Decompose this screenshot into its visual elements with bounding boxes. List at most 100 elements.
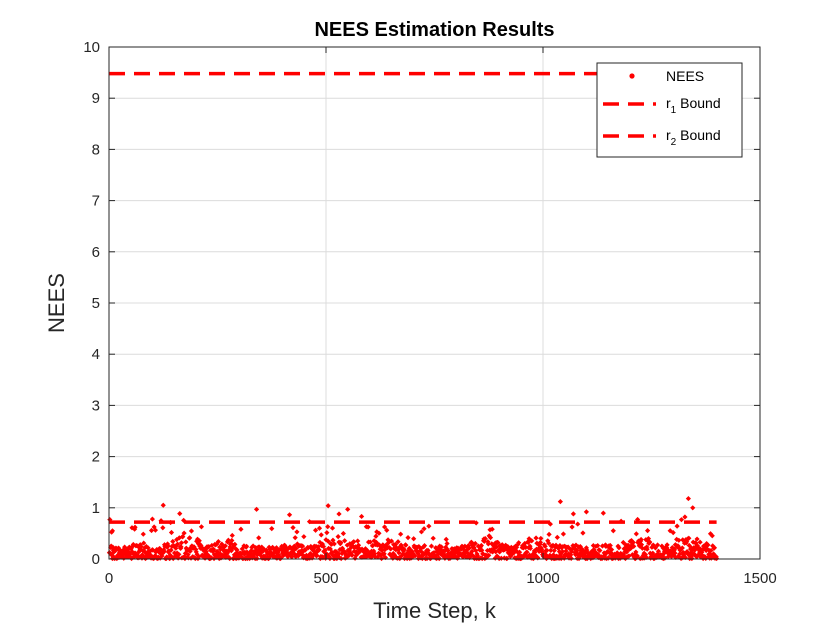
nees-point — [285, 554, 291, 560]
nees-point — [388, 538, 395, 544]
nees-point — [302, 547, 308, 553]
nees-point — [583, 509, 589, 515]
nees-point — [445, 547, 451, 554]
nees-point — [130, 541, 136, 548]
nees-point — [645, 536, 652, 542]
nees-point — [480, 551, 486, 557]
nees-point — [325, 538, 331, 544]
nees-point — [638, 542, 645, 548]
nees-point — [470, 552, 476, 559]
nees-point — [315, 544, 321, 550]
nees-point — [410, 553, 416, 559]
nees-point — [327, 555, 333, 562]
nees-point — [694, 543, 701, 549]
nees-point — [570, 511, 576, 517]
nees-point — [160, 525, 166, 531]
nees-point — [644, 546, 650, 552]
nees-point — [690, 505, 696, 511]
nees-point — [386, 544, 392, 551]
nees-point — [510, 545, 517, 551]
nees-point — [457, 551, 464, 558]
nees-point — [399, 545, 405, 551]
nees-point — [349, 552, 355, 558]
nees-point — [110, 544, 116, 550]
nees-point — [638, 536, 644, 543]
nees-point — [708, 547, 714, 554]
nees-point — [498, 555, 504, 561]
nees-point — [253, 545, 259, 551]
nees-point — [173, 545, 179, 551]
nees-point — [177, 511, 183, 517]
nees-point — [714, 555, 720, 562]
nees-point — [415, 555, 422, 562]
nees-point — [311, 548, 317, 554]
nees-point — [115, 545, 122, 551]
nees-point — [682, 554, 688, 561]
nees-point — [584, 547, 590, 553]
nees-point — [434, 547, 441, 554]
x-tick-label: 500 — [313, 570, 338, 587]
nees-point — [617, 555, 623, 561]
nees-point — [479, 547, 485, 553]
nees-point — [497, 549, 503, 555]
nees-point — [511, 549, 517, 555]
nees-point — [339, 545, 346, 551]
nees-point — [261, 546, 267, 552]
nees-point — [301, 553, 307, 559]
nees-point — [292, 535, 298, 541]
nees-point — [710, 543, 716, 549]
nees-point — [705, 542, 711, 548]
legend-label-rest: Bound — [676, 127, 720, 143]
nees-point — [606, 545, 613, 551]
nees-point — [346, 552, 352, 559]
nees-point — [143, 543, 149, 550]
nees-point — [589, 548, 595, 555]
x-axis-label: Time Step, k — [373, 598, 497, 623]
nees-point — [180, 534, 186, 540]
nees-point — [280, 552, 287, 559]
nees-point — [329, 541, 335, 547]
nees-point — [229, 537, 235, 544]
nees-point — [120, 552, 126, 558]
nees-point — [232, 541, 238, 547]
nees-point — [599, 543, 606, 549]
nees-point — [418, 529, 425, 535]
nees-point — [478, 542, 484, 549]
nees-point — [266, 554, 273, 560]
nees-point — [215, 539, 221, 545]
nees-point — [161, 548, 167, 555]
nees-point — [344, 542, 350, 548]
nees-point — [482, 536, 488, 542]
nees-point — [635, 516, 641, 523]
nees-point — [316, 525, 323, 531]
nees-point — [108, 543, 114, 549]
nees-point — [711, 545, 718, 551]
nees-point — [355, 542, 362, 548]
nees-point — [435, 551, 441, 557]
nees-point — [438, 544, 445, 550]
x-tick-label: 1000 — [526, 570, 559, 587]
nees-point — [381, 543, 387, 550]
nees-point — [340, 530, 346, 537]
nees-point — [168, 547, 174, 553]
nees-point — [433, 545, 439, 552]
nees-point — [264, 551, 271, 557]
nees-point — [467, 551, 474, 557]
nees-point — [145, 545, 151, 551]
nees-point — [644, 528, 651, 534]
nees-point — [424, 555, 430, 561]
nees-point — [582, 550, 588, 556]
nees-point — [516, 540, 522, 546]
nees-point — [294, 541, 300, 547]
nees-point — [686, 535, 692, 541]
nees-point — [335, 551, 342, 557]
nees-point — [282, 542, 288, 548]
nees-point — [361, 549, 367, 555]
chart-title: NEES Estimation Results — [314, 19, 554, 41]
nees-point — [338, 539, 344, 546]
nees-point — [574, 547, 580, 553]
nees-point — [624, 549, 630, 555]
nees-point — [547, 521, 553, 527]
nees-point — [501, 555, 507, 561]
nees-point — [671, 552, 677, 558]
